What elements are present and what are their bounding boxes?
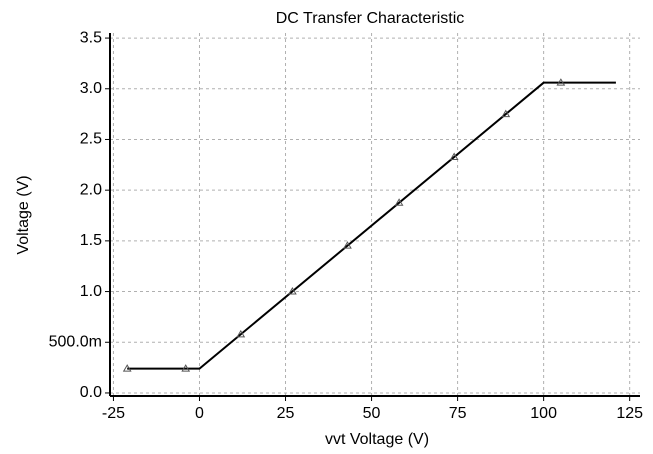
data-marker	[288, 286, 297, 295]
data-marker	[181, 364, 191, 372]
y-tick-label: 1.5	[80, 232, 102, 249]
chart-title: DC Transfer Characteristic	[276, 10, 465, 27]
y-axis-label: Voltage (V)	[15, 175, 32, 254]
x-tick-label: 75	[449, 405, 467, 422]
y-tick-label: 2.5	[80, 131, 102, 148]
data-marker	[394, 198, 404, 206]
x-tick-label: 100	[530, 405, 557, 422]
x-tick-label: 0	[195, 405, 204, 422]
y-tick-label: 1.0	[80, 283, 102, 300]
x-tick-label: -25	[102, 405, 125, 422]
x-tick-label: 50	[363, 405, 381, 422]
data-marker	[122, 364, 132, 372]
x-axis-label: vvt Voltage (V)	[325, 431, 429, 448]
y-tick-label: 0.0	[80, 384, 102, 401]
data-marker	[343, 241, 352, 249]
data-marker	[236, 329, 246, 338]
y-tick-label: 3.5	[80, 29, 102, 46]
x-tick-label: 125	[616, 405, 643, 422]
data-marker	[556, 78, 566, 86]
y-tick-label: 500.0m	[49, 333, 102, 350]
y-tick-label: 3.0	[80, 80, 102, 97]
x-tick-label: 25	[277, 405, 295, 422]
y-tick-label: 2.0	[80, 181, 102, 198]
data-marker	[501, 109, 511, 118]
data-line	[127, 81, 616, 370]
data-marker	[449, 152, 459, 161]
